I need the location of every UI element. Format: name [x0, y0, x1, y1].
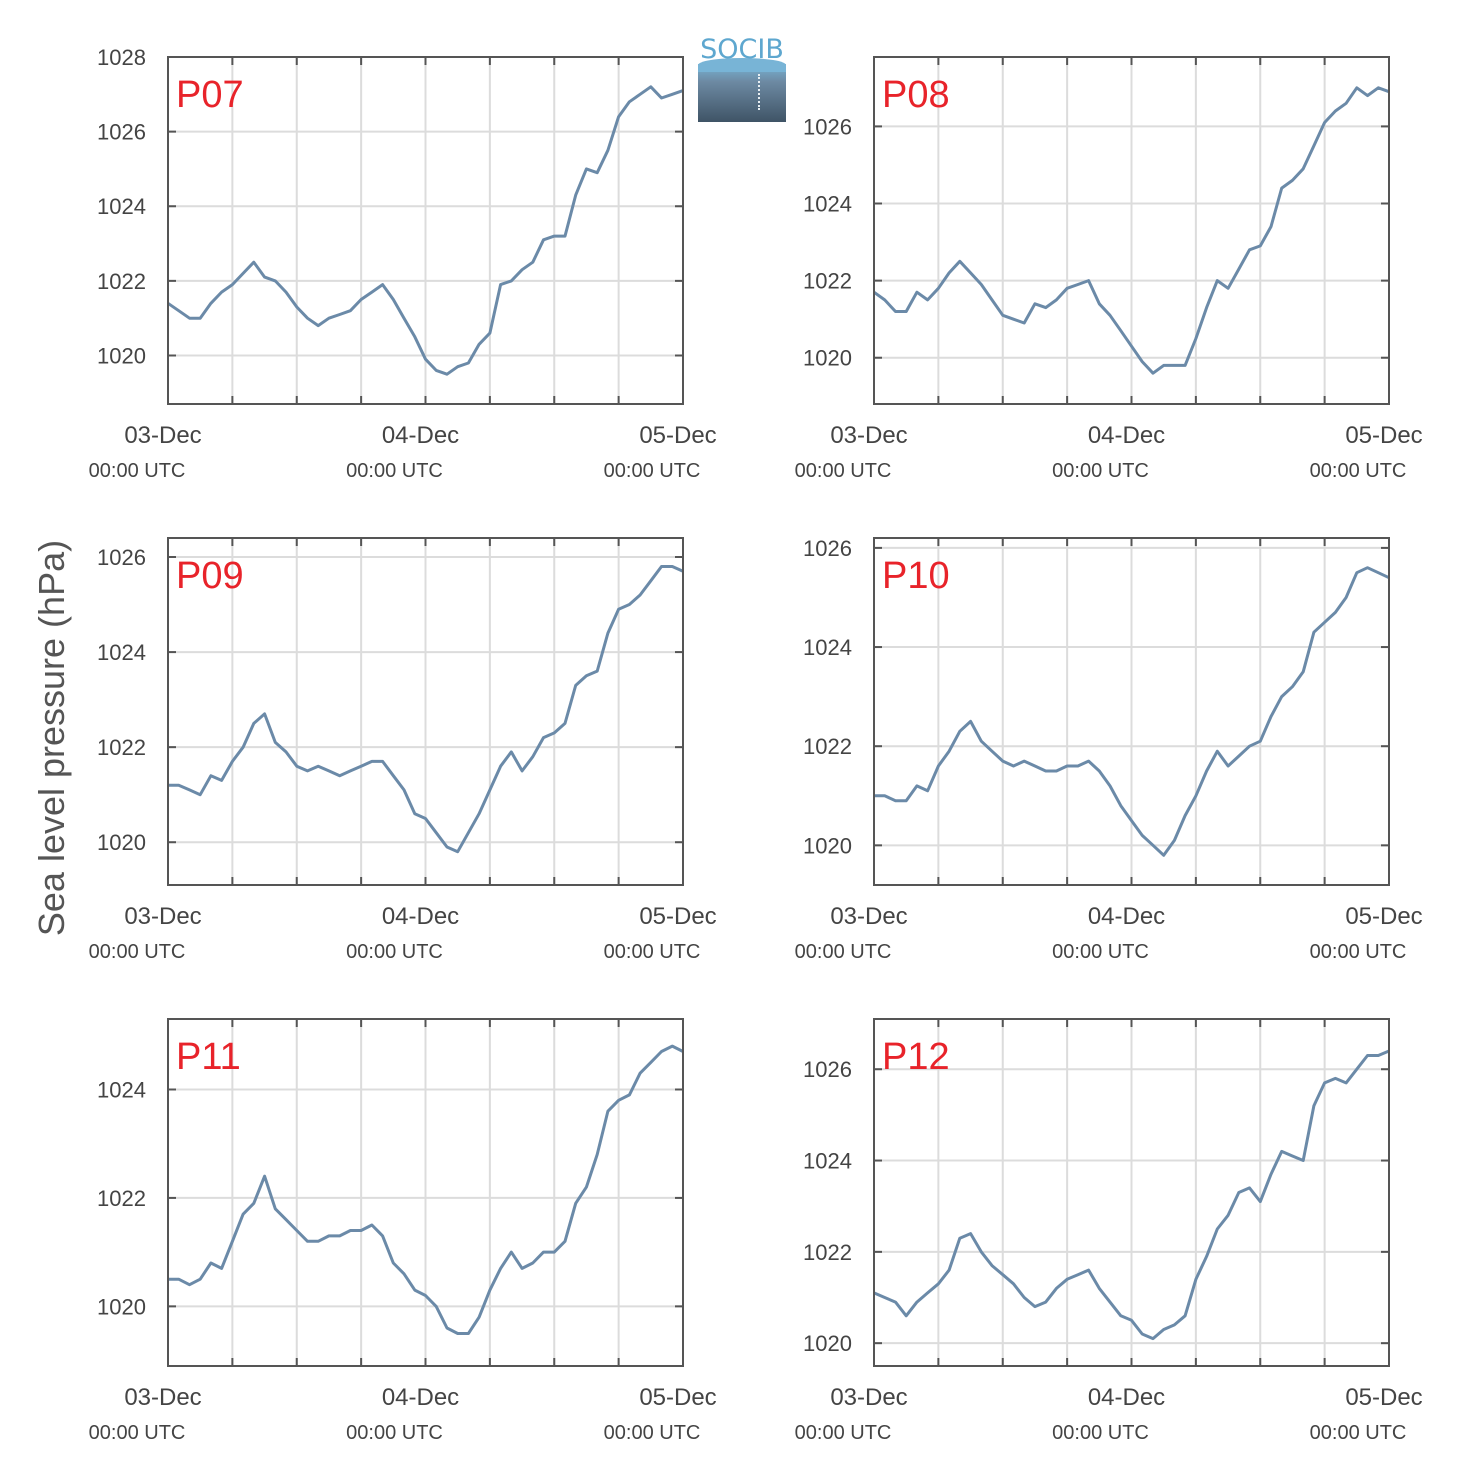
y-tick-label: 1026 — [97, 545, 146, 570]
x-tick-sublabel: 00:00 UTC — [1310, 941, 1407, 963]
chart-panel-p12: 1020 1022 1024 1026 03-Dec 00:00 UTC 04-Dec 00:… — [795, 1018, 1423, 1444]
y-tick-label: 1024 — [803, 635, 852, 660]
x-tick-label: 05-Dec — [1345, 903, 1422, 930]
series-line — [873, 86, 1390, 375]
y-tick-label: 1024 — [97, 194, 146, 219]
socib-logo: SOCIB — [696, 34, 788, 126]
logo-dash — [758, 74, 763, 110]
y-tick-label: 1020 — [97, 1294, 146, 1319]
y-tick-label: 1024 — [803, 192, 852, 217]
plot-frame — [167, 537, 684, 886]
x-tick-sublabel: 00:00 UTC — [1052, 460, 1149, 482]
x-tick-sublabel: 00:00 UTC — [1310, 460, 1407, 482]
plot-frame — [873, 1018, 1390, 1367]
plot-frame — [167, 1018, 684, 1367]
x-tick-sublabel: 00:00 UTC — [89, 1422, 186, 1444]
chart-panel-p08: 1020 1022 1024 1026 03-Dec 00:00 UTC 04-Dec 00:… — [795, 56, 1423, 482]
logo-graphic — [698, 64, 786, 122]
panel-label: P12 — [882, 1036, 950, 1078]
y-tick-label: 1022 — [97, 1186, 146, 1211]
y-tick-label: 1020 — [803, 833, 852, 858]
plot-frame — [167, 56, 684, 405]
plot-frame — [873, 56, 1390, 405]
series-line — [874, 566, 1390, 857]
x-tick-sublabel: 00:00 UTC — [795, 941, 892, 963]
y-tick-label: 1024 — [803, 1149, 852, 1174]
y-tick-label: 1020 — [97, 830, 146, 855]
x-tick-sublabel: 00:00 UTC — [346, 1422, 443, 1444]
x-tick-label: 04-Dec — [1088, 1384, 1165, 1411]
panel-label: P10 — [882, 555, 950, 597]
x-tick-sublabel: 00:00 UTC — [89, 941, 186, 963]
x-tick-sublabel: 00:00 UTC — [795, 1422, 892, 1444]
chart-panel-p07: 1020 1022 1024 1026 1028 03-Dec 00:00 UTC 04-De… — [89, 45, 717, 482]
chart-panel-p11: 1020 1022 1024 03-Dec 00:00 UTC 04-Dec 00:00 U… — [89, 1018, 717, 1444]
y-tick-label: 1024 — [97, 1077, 146, 1102]
x-tick-label: 05-Dec — [639, 422, 716, 449]
x-tick-label: 03-Dec — [124, 903, 201, 930]
y-tick-label: 1020 — [803, 346, 852, 371]
x-tick-sublabel: 00:00 UTC — [604, 941, 701, 963]
y-tick-label: 1026 — [803, 536, 852, 561]
x-tick-label: 05-Dec — [639, 903, 716, 930]
x-tick-sublabel: 00:00 UTC — [1052, 1422, 1149, 1444]
y-tick-label: 1026 — [803, 1057, 852, 1082]
series-line — [168, 565, 684, 854]
y-tick-label: 1022 — [803, 269, 852, 294]
y-tick-label: 1028 — [97, 45, 146, 70]
y-tick-label: 1022 — [97, 735, 146, 760]
y-tick-label: 1024 — [97, 640, 146, 665]
logo-wave — [698, 58, 786, 72]
x-tick-label: 03-Dec — [124, 1384, 201, 1411]
chart-panel-p10: 1020 1022 1024 1026 03-Dec 00:00 UTC 04-Dec 00:… — [795, 536, 1423, 963]
y-tick-label: 1026 — [97, 120, 146, 145]
panel-label: P09 — [176, 555, 244, 597]
x-tick-sublabel: 00:00 UTC — [346, 460, 443, 482]
x-tick-label: 03-Dec — [124, 422, 201, 449]
x-tick-label: 03-Dec — [830, 903, 907, 930]
x-tick-sublabel: 00:00 UTC — [1310, 1422, 1407, 1444]
y-tick-label: 1020 — [803, 1331, 852, 1356]
x-tick-label: 03-Dec — [830, 1384, 907, 1411]
panel-label: P11 — [176, 1036, 241, 1078]
y-tick-label: 1022 — [803, 1240, 852, 1265]
y-tick-label: 1022 — [803, 734, 852, 759]
y-tick-label: 1022 — [97, 269, 146, 294]
x-tick-label: 05-Dec — [639, 1384, 716, 1411]
panel-label: P08 — [882, 74, 950, 116]
x-tick-sublabel: 00:00 UTC — [795, 460, 892, 482]
plot-frame — [873, 537, 1390, 886]
logo-text: SOCIB — [700, 34, 784, 65]
x-tick-sublabel: 00:00 UTC — [604, 460, 701, 482]
x-tick-label: 04-Dec — [382, 903, 459, 930]
x-tick-label: 04-Dec — [382, 422, 459, 449]
x-tick-sublabel: 00:00 UTC — [89, 460, 186, 482]
x-tick-label: 04-Dec — [382, 1384, 459, 1411]
x-tick-sublabel: 00:00 UTC — [604, 1422, 701, 1444]
y-tick-label: 1020 — [97, 343, 146, 368]
series-line — [167, 85, 684, 376]
x-tick-sublabel: 00:00 UTC — [346, 941, 443, 963]
x-tick-label: 05-Dec — [1345, 422, 1422, 449]
x-tick-label: 04-Dec — [1088, 422, 1165, 449]
x-tick-sublabel: 00:00 UTC — [1052, 941, 1149, 963]
panel-label: P07 — [176, 74, 244, 116]
chart-panel-p09: 1020 1022 1024 1026 03-Dec 00:00 UTC 04-Dec 00:… — [89, 537, 717, 963]
x-tick-label: 04-Dec — [1088, 903, 1165, 930]
x-tick-label: 05-Dec — [1345, 1384, 1422, 1411]
series-line — [168, 1044, 684, 1335]
x-tick-label: 03-Dec — [830, 422, 907, 449]
y-tick-label: 1026 — [803, 114, 852, 139]
series-line — [873, 1049, 1390, 1341]
